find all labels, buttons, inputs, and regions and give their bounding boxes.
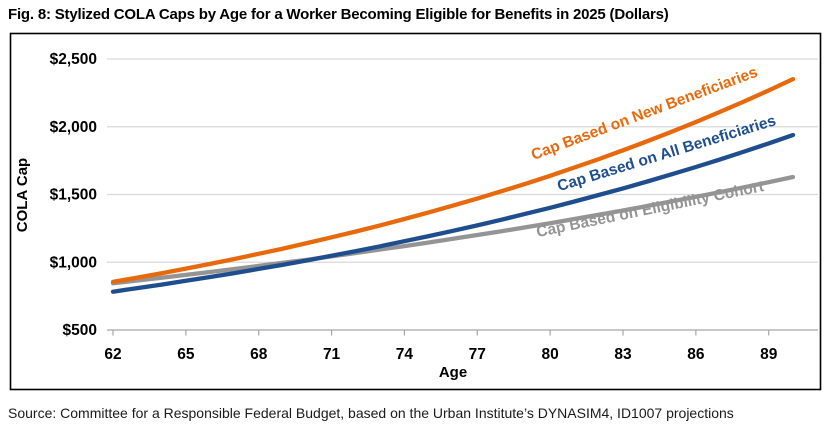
x-tick-label: 62 (104, 346, 121, 363)
y-tick-label: $500 (63, 322, 97, 339)
x-tick-label: 68 (250, 346, 268, 363)
y-tick-label: $2,500 (50, 51, 97, 68)
source-note: Source: Committee for a Responsible Fede… (8, 405, 734, 421)
x-axis-title: Age (439, 364, 467, 381)
y-tick-label: $2,000 (50, 119, 97, 136)
series-line-cap-based-on-eligibility-cohort (110, 174, 796, 286)
x-axis-tick-labels: 62 65 68 71 74 77 80 83 86 89 (104, 330, 778, 363)
y-axis-title: COLA Cap (14, 158, 31, 232)
figure-title: Fig. 8: Stylized COLA Caps by Age for a … (8, 6, 669, 23)
series-line-cap-based-on-all-beneficiaries (110, 132, 796, 294)
y-tick-label: $1,000 (50, 254, 97, 271)
x-tick-label: 83 (614, 346, 632, 363)
y-axis-tick-labels: $500 $1,000 $1,500 $2,000 $2,500 (50, 51, 97, 339)
x-tick-label: 89 (760, 346, 778, 363)
series-line-cap-based-on-new-beneficiaries (110, 76, 796, 285)
x-tick-label: 77 (469, 346, 486, 363)
x-tick-label: 86 (687, 346, 705, 363)
data-series-lines (110, 76, 796, 294)
y-tick-label: $1,500 (50, 187, 97, 204)
x-tick-label: 65 (177, 346, 195, 363)
x-tick-label: 80 (542, 346, 559, 363)
x-tick-label: 74 (396, 346, 414, 363)
x-tick-label: 71 (323, 346, 341, 363)
